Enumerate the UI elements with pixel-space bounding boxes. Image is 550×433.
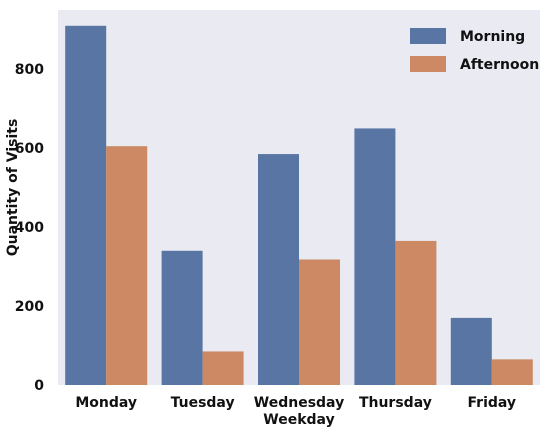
bar-afternoon-thursday — [395, 240, 437, 385]
bar-morning-tuesday — [161, 250, 203, 385]
x-tick-label: Monday — [75, 395, 137, 411]
y-tick-label: 0 — [34, 378, 44, 394]
bars — [65, 25, 533, 385]
y-tick-label: 200 — [15, 299, 44, 315]
bar-afternoon-tuesday — [202, 351, 244, 385]
x-axis-ticks: Monday Tuesday Wednesday Thursday Friday — [75, 395, 516, 411]
x-tick-label: Wednesday — [254, 395, 344, 411]
bar-afternoon-friday — [491, 359, 533, 385]
x-tick-label: Friday — [468, 395, 517, 411]
legend: Morning Afternoon — [410, 28, 539, 73]
legend-swatch-morning — [410, 28, 446, 44]
y-tick-label: 600 — [15, 141, 44, 157]
x-tick-label: Thursday — [359, 395, 432, 411]
bar-morning-wednesday — [258, 154, 299, 385]
legend-swatch-afternoon — [410, 56, 446, 72]
legend-label-morning: Morning — [460, 29, 525, 45]
bar-morning-thursday — [354, 128, 396, 385]
legend-label-afternoon: Afternoon — [460, 57, 539, 73]
y-tick-label: 400 — [15, 220, 44, 236]
y-axis-ticks: 0 200 400 600 800 — [15, 62, 44, 394]
bar-morning-monday — [65, 25, 107, 385]
x-axis-label: Weekday — [263, 412, 334, 428]
bar-afternoon-monday — [106, 146, 148, 385]
y-axis-label: Quantity of Visits — [5, 119, 21, 257]
bar-afternoon-wednesday — [299, 259, 340, 385]
x-tick-label: Tuesday — [171, 395, 235, 411]
bar-morning-friday — [450, 317, 492, 385]
y-tick-label: 800 — [15, 62, 44, 78]
